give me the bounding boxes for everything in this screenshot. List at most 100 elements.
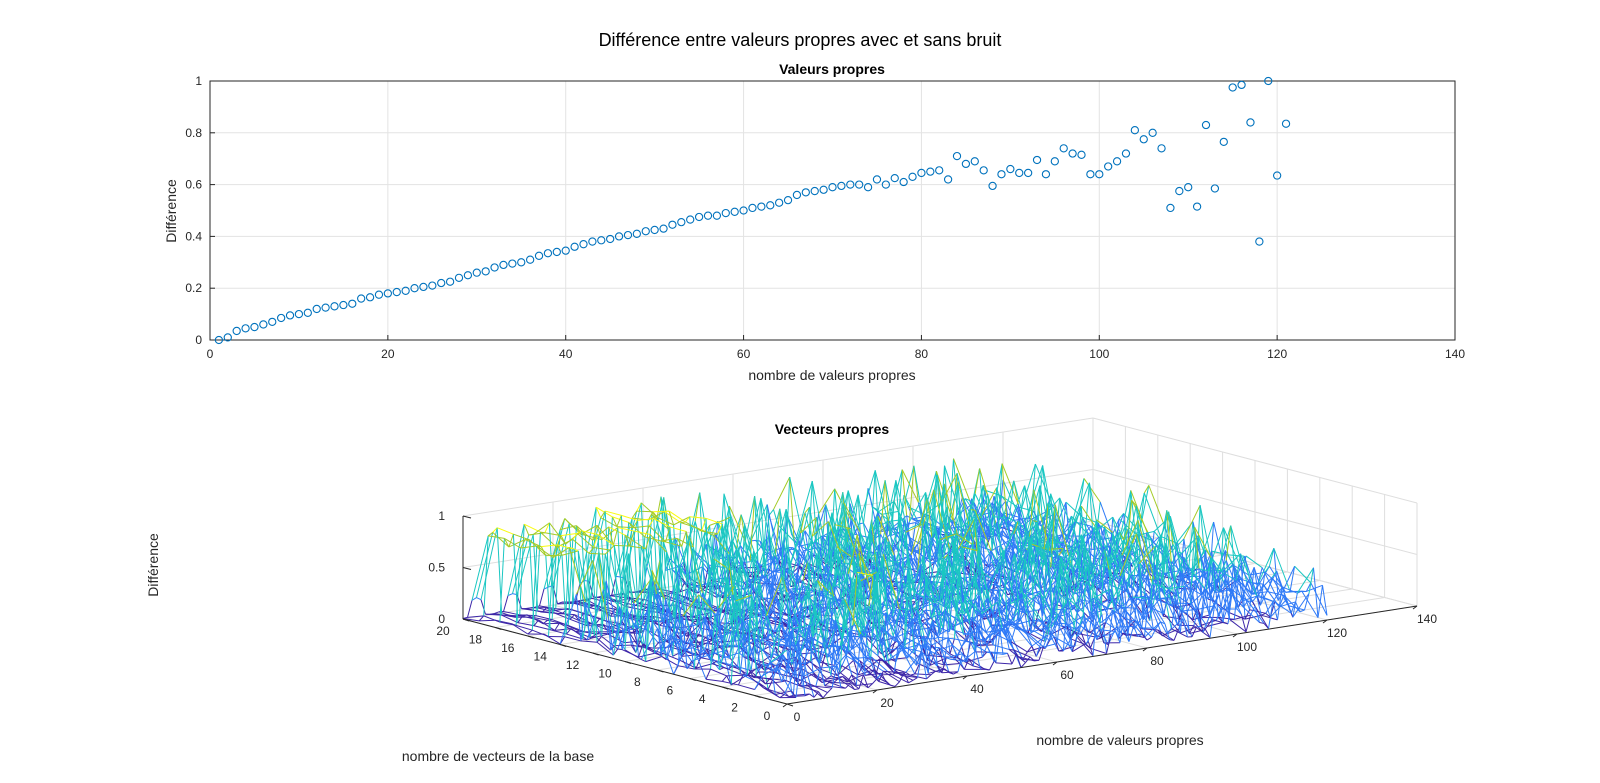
mesh-edge (921, 576, 927, 615)
mesh-edge (1136, 608, 1154, 630)
mesh-edge (888, 635, 894, 651)
mesh-edge (907, 618, 913, 658)
mesh-edge (1098, 629, 1105, 643)
mesh-edge (640, 545, 646, 550)
mesh-edge (704, 616, 711, 656)
mesh-edge (1221, 560, 1227, 572)
mesh-edge (802, 561, 809, 581)
mesh-edge (1056, 523, 1074, 541)
mesh-edge (1086, 581, 1092, 615)
mesh-edge (1108, 569, 1115, 599)
mesh-edge (688, 588, 694, 593)
mesh-edge (1117, 625, 1134, 628)
scatter-point (285, 311, 295, 320)
mesh-edge (544, 522, 550, 533)
mesh-edge (1109, 564, 1116, 604)
mesh-edge (641, 612, 648, 624)
mesh-edge (997, 590, 1003, 614)
mesh-edge (639, 536, 646, 617)
mesh-edge (735, 594, 753, 602)
scatter-point (223, 333, 232, 342)
mesh-edge (712, 505, 730, 577)
mesh-edge (629, 530, 635, 547)
mesh-edge (926, 576, 932, 618)
mesh-edge (604, 549, 611, 555)
mesh-edge (784, 694, 790, 698)
scatter-point (1201, 120, 1211, 130)
mesh-edge (741, 618, 747, 677)
mesh-edge (1174, 578, 1192, 585)
mesh-edge (842, 586, 848, 637)
mesh-edge (1032, 520, 1038, 523)
scatter-point (1264, 76, 1273, 86)
mesh-edge (640, 502, 658, 518)
mesh-edge (1010, 641, 1028, 653)
mesh-edge (1273, 548, 1279, 601)
mesh-edge (557, 602, 574, 605)
mesh-edge (997, 602, 1003, 631)
scatter-point (1139, 135, 1148, 144)
scatter-y-tick-label: 0.4 (185, 229, 202, 243)
mesh-edge (1015, 626, 1033, 647)
mesh-edge (899, 562, 905, 613)
mesh-edge (1096, 637, 1102, 640)
mesh-edge (573, 548, 579, 552)
mesh-edge (761, 615, 767, 639)
scatter-point (819, 185, 828, 194)
mesh-edge (908, 572, 927, 644)
mesh-edge (948, 585, 954, 632)
mesh-edge (872, 575, 879, 656)
mesh-edge (659, 559, 666, 623)
mesh-edge (995, 627, 1001, 663)
mesh-edge (1000, 627, 1005, 630)
mesh-edge (769, 672, 775, 679)
mesh-edge (980, 613, 987, 633)
mesh-edge (778, 540, 784, 611)
mesh-edge (954, 659, 961, 664)
mesh-edge (773, 509, 779, 526)
mesh-edge (754, 496, 772, 598)
mesh-edge (902, 582, 909, 609)
mesh-edge (1067, 597, 1073, 652)
mesh-edge (611, 516, 618, 527)
mesh-edge (857, 571, 874, 576)
mesh-edge (964, 596, 982, 615)
mesh-edge (691, 654, 708, 662)
mesh-edge (552, 544, 558, 558)
mesh-edge (751, 595, 757, 677)
mesh-edge (508, 534, 514, 548)
mesh-edge (656, 603, 663, 622)
mesh-edge (897, 640, 915, 654)
scatter-point (792, 190, 802, 200)
mesh-edge (744, 634, 762, 677)
mesh-edge (972, 616, 989, 636)
mesh-edge (737, 675, 744, 686)
mesh-edge (811, 517, 818, 537)
mesh-edge (722, 579, 729, 658)
mesh-edge (624, 649, 642, 660)
mesh-edge (831, 643, 837, 657)
mesh-edge (1192, 608, 1198, 620)
mesh-edge (894, 562, 900, 583)
mesh-edge (817, 580, 823, 591)
mesh-edge (967, 544, 973, 597)
mesh-edge (915, 522, 933, 539)
mesh-edge (1121, 519, 1139, 556)
mesh-edge (937, 627, 944, 638)
mesh-edge (568, 547, 586, 603)
scatter-point (917, 168, 926, 178)
mesh-edge (792, 641, 799, 696)
mesh-edge (917, 489, 935, 545)
scatter-point (1104, 162, 1113, 171)
mesh-edge (1112, 517, 1118, 540)
mesh-edge (596, 525, 603, 540)
mesh-edge (904, 572, 910, 648)
mesh-edge (833, 681, 851, 684)
mesh-edge (1224, 553, 1241, 571)
mesh-edge (740, 514, 747, 543)
mesh-edge (838, 678, 855, 690)
scatter-x-tick-label: 40 (559, 347, 573, 361)
mesh-edge (1240, 553, 1258, 597)
mesh-edge (1143, 563, 1160, 582)
mesh-edge (877, 516, 895, 556)
